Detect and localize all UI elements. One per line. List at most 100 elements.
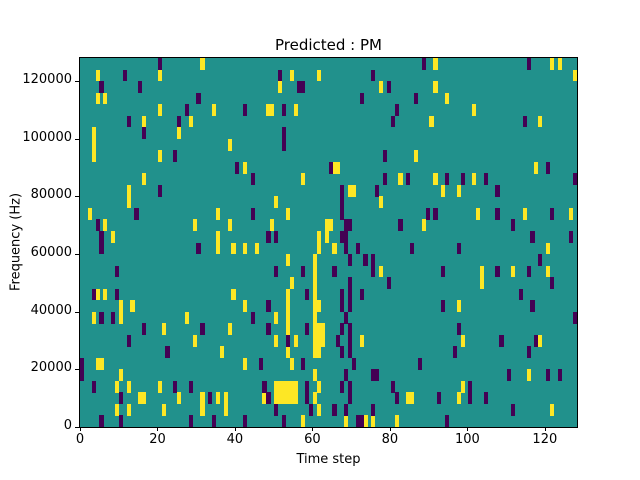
- heatmap-cell-yellow: [274, 334, 279, 347]
- heatmap-cell-purple: [332, 403, 337, 416]
- heatmap-cell-purple: [250, 173, 256, 186]
- heatmap-cell-yellow: [526, 369, 531, 382]
- heatmap-cell-purple: [530, 300, 535, 312]
- heatmap-cell-yellow: [278, 81, 283, 93]
- heatmap-cell-purple: [359, 415, 364, 427]
- heatmap-cell-yellow: [184, 311, 189, 324]
- heatmap-cell-yellow: [161, 403, 166, 416]
- y-tick-label: 80000: [30, 187, 72, 203]
- heatmap-cell-yellow: [312, 334, 318, 347]
- heatmap-cell-yellow: [285, 288, 290, 301]
- heatmap-cell-purple: [274, 403, 279, 416]
- heatmap-cell-yellow: [510, 265, 516, 278]
- heatmap-cell-purple: [99, 230, 104, 243]
- heatmap-cell-yellow: [103, 219, 108, 232]
- heatmap-cell-yellow: [312, 254, 318, 266]
- heatmap-cell-purple: [371, 369, 376, 382]
- heatmap-cell-yellow: [289, 69, 294, 82]
- heatmap-cell-yellow: [142, 392, 147, 405]
- heatmap-cell-yellow: [545, 265, 551, 278]
- heatmap-cell-yellow: [177, 392, 182, 405]
- heatmap-cell-yellow: [215, 207, 221, 220]
- heatmap-cell-purple: [200, 323, 205, 336]
- heatmap-cell-yellow: [472, 173, 477, 186]
- heatmap-cell-purple: [390, 115, 395, 128]
- x-tick-mark: [234, 427, 236, 431]
- heatmap-cell-purple: [344, 230, 349, 243]
- heatmap-cell-yellow: [200, 403, 205, 416]
- heatmap-cell-purple: [510, 219, 516, 232]
- heatmap-cell-yellow: [324, 230, 329, 243]
- heatmap-cell-yellow: [316, 346, 322, 359]
- heatmap-cell-yellow: [312, 288, 318, 301]
- heatmap-cell-yellow: [312, 346, 318, 359]
- heatmap-cell-purple: [91, 288, 96, 301]
- heatmap-cell-yellow: [441, 184, 446, 197]
- heatmap-cell-yellow: [433, 81, 438, 93]
- heatmap-cell-yellow: [456, 184, 461, 197]
- heatmap-cell-purple: [250, 207, 256, 220]
- heatmap-cell-yellow: [177, 127, 182, 140]
- heatmap-cell-yellow: [320, 323, 325, 336]
- heatmap-cell-purple: [332, 265, 337, 278]
- heatmap-cell-yellow: [476, 207, 481, 220]
- heatmap-cell-yellow: [301, 415, 306, 427]
- heatmap-cell-yellow: [456, 300, 461, 312]
- heatmap-cell-purple: [301, 265, 306, 278]
- y-tick-mark: [75, 369, 79, 371]
- heatmap-cell-purple: [410, 242, 415, 255]
- heatmap-cell-yellow: [289, 277, 294, 289]
- heatmap-cell-yellow: [126, 380, 131, 393]
- heatmap-cell-yellow: [472, 104, 477, 116]
- heatmap-cell-purple: [173, 150, 178, 163]
- heatmap-cell-purple: [285, 334, 290, 347]
- heatmap-cell-purple: [557, 369, 562, 382]
- heatmap-cell-purple: [417, 357, 422, 370]
- heatmap-cell-purple: [460, 173, 465, 186]
- heatmap-cell-purple: [468, 380, 473, 393]
- heatmap-cell-purple: [510, 403, 516, 416]
- heatmap-cell-yellow: [227, 138, 232, 151]
- heatmap-cell-yellow: [316, 334, 322, 347]
- heatmap-cell-yellow: [316, 300, 322, 312]
- heatmap-cell-purple: [266, 392, 271, 405]
- heatmap-cell-purple: [394, 104, 399, 116]
- heatmap-cell-yellow: [103, 92, 108, 105]
- heatmap-cell-yellow: [161, 323, 166, 336]
- x-tick-label: 20: [149, 432, 166, 447]
- heatmap-cell-yellow: [91, 311, 96, 324]
- heatmap-cell-purple: [538, 254, 543, 266]
- heatmap-cell-yellow: [95, 92, 100, 105]
- heatmap-cell-yellow: [285, 300, 290, 312]
- heatmap-cell-purple: [80, 369, 85, 382]
- heatmap-cell-yellow: [262, 392, 267, 405]
- heatmap-cell-yellow: [479, 277, 485, 289]
- heatmap-cell-yellow: [215, 242, 221, 255]
- heatmap-cell-yellow: [281, 392, 287, 405]
- heatmap-cell-yellow: [378, 196, 384, 209]
- heatmap-cell-purple: [281, 127, 287, 140]
- heatmap-cell-purple: [386, 277, 391, 289]
- heatmap-cell-purple: [114, 288, 120, 301]
- heatmap-cell-yellow: [278, 380, 283, 393]
- heatmap-cell-purple: [545, 161, 551, 174]
- heatmap-cell-purple: [138, 81, 143, 93]
- heatmap-cell-purple: [243, 104, 248, 116]
- x-tick-label: 80: [381, 432, 399, 447]
- heatmap-cell-purple: [297, 81, 302, 93]
- heatmap-cell-purple: [118, 392, 123, 405]
- heatmap-cell-yellow: [332, 242, 337, 255]
- x-axis-label: Time step: [296, 452, 361, 467]
- heatmap-cell-purple: [212, 415, 217, 427]
- heatmap-cell-yellow: [351, 184, 356, 197]
- heatmap-cell-yellow: [285, 346, 290, 359]
- heatmap-cell-purple: [507, 369, 512, 382]
- heatmap-cell-purple: [188, 415, 193, 427]
- heatmap-cell-yellow: [549, 58, 554, 70]
- heatmap-cell-purple: [456, 323, 461, 336]
- heatmap-cell-purple: [243, 415, 248, 427]
- heatmap-cell-purple: [549, 207, 554, 220]
- heatmap-cell-purple: [495, 265, 500, 278]
- heatmap-cell-yellow: [312, 323, 318, 336]
- heatmap-cell-yellow: [227, 323, 232, 336]
